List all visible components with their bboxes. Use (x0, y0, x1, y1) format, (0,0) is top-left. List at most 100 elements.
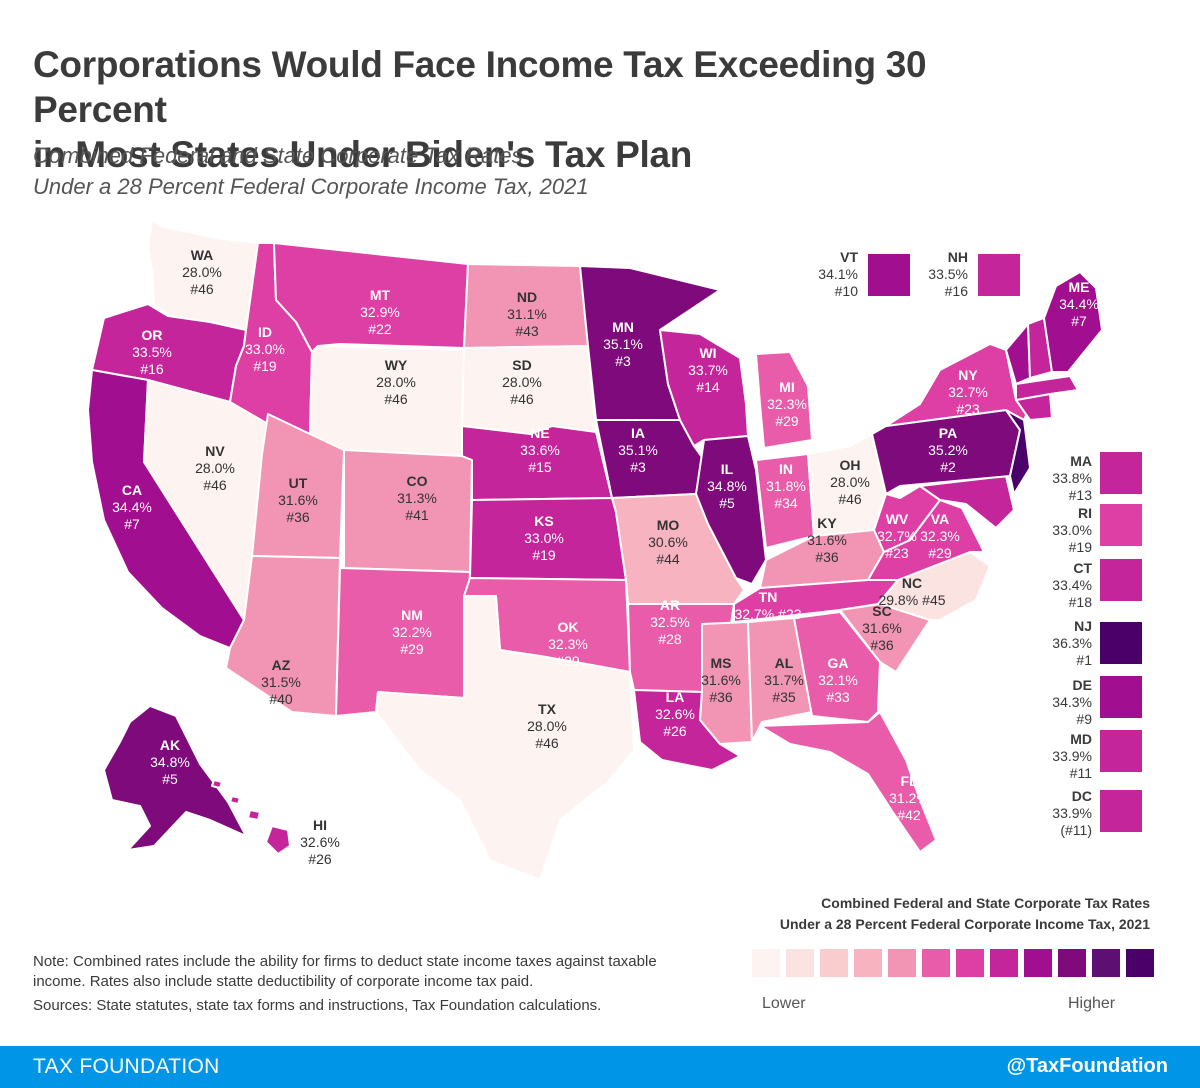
state-rank-KS: #19 (532, 547, 556, 563)
state-rate-NY: 32.7% (948, 384, 988, 400)
box-MD-abbr: MD (1070, 731, 1092, 747)
state-abbr-WI: WI (699, 345, 716, 361)
box-MA[interactable] (1100, 452, 1142, 494)
box-NH-abbr: NH (948, 249, 968, 265)
state-abbr-MT: MT (370, 287, 391, 303)
box-NH-rank: #16 (945, 283, 969, 299)
box-DE[interactable] (1100, 676, 1142, 718)
legend-swatch-3 (820, 949, 848, 977)
box-NJ[interactable] (1100, 622, 1142, 664)
state-rank-AK: #5 (162, 771, 178, 787)
boxed-state-CT[interactable]: CT 33.4% #18 (1052, 559, 1142, 610)
state-ME[interactable] (1043, 271, 1103, 373)
box-NJ-rate: 36.3% (1052, 635, 1092, 651)
state-FL[interactable] (759, 711, 937, 853)
boxed-state-DE[interactable]: DE 34.3% #9 (1052, 676, 1142, 727)
state-abbr-NE: NE (530, 425, 549, 441)
state-AL[interactable] (747, 617, 813, 743)
state-rate-NC: 29.8% (878, 592, 918, 608)
box-VT[interactable] (868, 254, 910, 296)
legend-swatch-10 (1058, 949, 1086, 977)
legend-swatch-12 (1126, 949, 1154, 977)
state-rank-SC: #36 (870, 637, 894, 653)
boxed-state-MA[interactable]: MA 33.8% #13 (1052, 452, 1142, 503)
state-abbr-MO: MO (657, 517, 680, 533)
state-SC[interactable] (839, 603, 931, 673)
footer-brand[interactable]: TAX FOUNDATION (33, 1055, 220, 1078)
state-rank-WV: #23 (885, 545, 909, 561)
boxed-state-DC[interactable]: DC 33.9% (#11) (1052, 788, 1142, 838)
chart-subtitle: Combined Federal and State Corporate Tax… (33, 140, 589, 202)
state-abbr-PA: PA (939, 425, 957, 441)
box-DE-rank: #9 (1076, 711, 1092, 727)
footer-handle[interactable]: @TaxFoundation (1006, 1055, 1168, 1077)
svg-text:#10: #10 (835, 283, 859, 299)
state-HI-maui[interactable] (247, 809, 261, 821)
state-MI[interactable] (755, 351, 813, 449)
state-HI-oahu[interactable] (229, 795, 241, 805)
boxed-state-NH[interactable]: NH 33.5% #16 (928, 249, 1020, 299)
legend-swatch-6 (922, 949, 950, 977)
state-rank-IN: #34 (774, 495, 798, 511)
state-rank-TN: #23 (778, 606, 802, 622)
state-abbr-WY: WY (385, 357, 408, 373)
state-rate-OH: 28.0% (830, 474, 870, 490)
box-NJ-rank: #1 (1076, 652, 1092, 668)
svg-text:CT: CT (1073, 560, 1092, 576)
state-rate-UT: 31.6% (278, 492, 318, 508)
box-MD-rank: #11 (1070, 765, 1093, 781)
box-MD[interactable] (1100, 730, 1142, 772)
box-DC[interactable] (1100, 790, 1142, 832)
state-MA[interactable] (1015, 375, 1079, 401)
state-abbr-IA: IA (631, 425, 645, 441)
state-abbr-SD: SD (512, 357, 531, 373)
box-CT-abbr: CT (1073, 560, 1092, 576)
state-abbr-NY: NY (958, 367, 978, 383)
boxed-state-RI[interactable]: RI 33.0% #19 (1052, 504, 1142, 555)
box-NH[interactable] (978, 254, 1020, 296)
state-HI-islands[interactable] (211, 779, 223, 789)
state-abbr-LA: LA (666, 689, 685, 705)
state-rate-OK: 32.3% (548, 636, 588, 652)
boxed-state-MD[interactable]: MD 33.9% #11 (1052, 730, 1142, 781)
state-abbr-OK: OK (558, 619, 579, 635)
boxed-state-VT[interactable]: VT 34.1% #10 (818, 249, 910, 299)
state-rank-WI: #14 (696, 379, 720, 395)
state-rank-ND: #43 (515, 323, 539, 339)
state-abbr-AR: AR (660, 597, 680, 613)
state-IL[interactable] (695, 435, 767, 585)
svg-text:#19: #19 (1069, 539, 1093, 555)
svg-text:(#11): (#11) (1060, 822, 1092, 838)
state-NY[interactable] (885, 343, 1031, 427)
state-rank-IA: #3 (630, 459, 646, 475)
state-abbr-MI: MI (779, 379, 795, 395)
state-HI-main[interactable] (265, 825, 291, 855)
state-TX[interactable] (375, 595, 635, 881)
state-abbr-KS: KS (534, 513, 553, 529)
state-rate-TX: 28.0% (527, 718, 567, 734)
state-rank-MT: #22 (368, 321, 392, 337)
title-line-1: Corporations Would Face Income Tax Excee… (33, 44, 927, 130)
svg-text:MD: MD (1070, 731, 1092, 747)
state-abbr-NV: NV (205, 443, 225, 459)
box-RI[interactable] (1100, 504, 1142, 546)
boxed-state-NJ[interactable]: NJ 36.3% #1 (1052, 618, 1142, 668)
box-CT[interactable] (1100, 559, 1142, 601)
state-GA[interactable] (793, 611, 881, 723)
legend-swatch-5 (888, 949, 916, 977)
svg-text:#1: #1 (1076, 652, 1092, 668)
state-rank-OK: #29 (556, 653, 580, 669)
svg-text:36.3%: 36.3% (1052, 635, 1092, 651)
